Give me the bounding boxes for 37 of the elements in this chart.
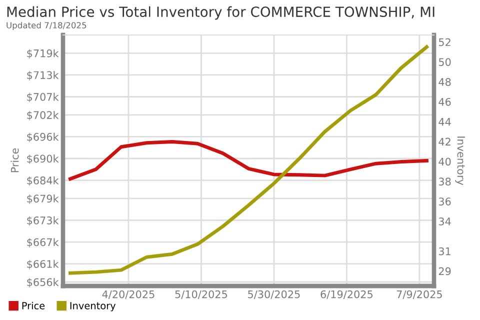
legend-label: Price (22, 302, 45, 310)
y2-tick-label: 42 (438, 138, 450, 146)
y-tick-label: $690k (27, 154, 59, 164)
y-tick-label: $667k (27, 238, 59, 248)
y2-tick-label: 40 (438, 158, 451, 166)
chart-title: Median Price vs Total Inventory for COMMERCE TOWNSHIP, MI (7, 6, 434, 20)
y2-tick-label: 44 (438, 118, 451, 126)
line-series (68, 45, 428, 275)
y2-axis-title: Inventory (455, 136, 465, 186)
y2-tick-label: 52 (438, 38, 450, 46)
y2-tick-label: 29 (438, 267, 451, 276)
y2-tick-label: 48 (438, 78, 451, 86)
y2-tick-label: 38 (438, 178, 451, 186)
y-tick-label: $673k (27, 216, 59, 226)
y-tick-label: $696k (27, 132, 59, 142)
y-tick-label: $684k (27, 176, 59, 186)
x-tick-label: 7/9/2025 (396, 290, 442, 300)
x-tick-label: 5/10/2025 (175, 290, 228, 300)
chart-subtitle: Updated 7/18/2025 (6, 22, 86, 30)
y-axis-title: Price (10, 148, 19, 172)
x-tick-label: 6/19/2025 (320, 290, 372, 300)
y2-tick-label: 36 (438, 198, 451, 206)
y2-tick-label: 50 (438, 58, 451, 66)
y2-tick-label: 46 (438, 98, 451, 106)
x-tick-label: 4/20/2025 (102, 290, 154, 300)
y-tick-label: $656k (27, 278, 59, 288)
legend-label: Inventory (70, 302, 116, 312)
y-tick-label: $713k (27, 71, 59, 80)
y-tick-label: $679k (27, 194, 59, 204)
y2-tick-label: 34 (438, 217, 451, 226)
y-tick-label: $719k (27, 49, 59, 59)
x-tick-label: 5/30/2025 (248, 290, 300, 300)
y-tick-label: $661k (27, 260, 59, 270)
y-tick-label: $702k (27, 110, 59, 120)
y-tick-label: $707k (27, 92, 59, 102)
y2-tick-label: 31 (438, 247, 450, 256)
line-series (68, 140, 428, 181)
